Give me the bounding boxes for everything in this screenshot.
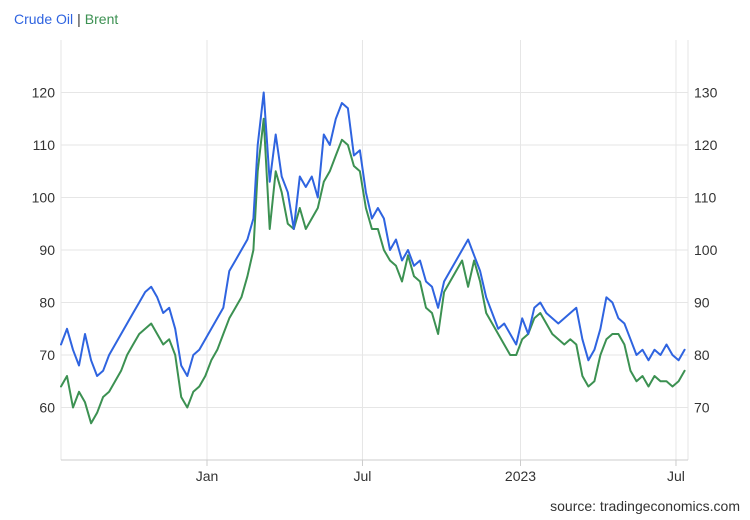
y-left-tick-label: 60	[39, 400, 55, 416]
x-tick-label: Jan	[196, 468, 219, 484]
y-right-tick-label: 100	[694, 242, 718, 258]
right-y-axis: 70 80 90 100 110 120 130	[694, 85, 718, 416]
left-y-axis: 60 70 80 90 100 110 120	[32, 85, 56, 416]
y-right-tick-label: 120	[694, 137, 718, 153]
chart-legend: Crude Oil | Brent	[14, 11, 118, 27]
oil-price-chart: Jan Jul 2023 Jul 60 70 80 90 100 110 120 70 80 90 10…	[32, 40, 718, 484]
y-left-tick-label: 110	[33, 137, 56, 153]
y-left-tick-label: 90	[39, 242, 55, 258]
y-left-tick-label: 120	[32, 85, 56, 101]
x-axis: Jan Jul 2023 Jul	[61, 459, 688, 484]
x-tick-label: Jul	[667, 468, 685, 484]
y-left-tick-label: 100	[32, 190, 56, 206]
x-tick-label: Jul	[354, 468, 372, 484]
y-right-tick-label: 130	[694, 85, 718, 101]
plot-area	[60, 91, 686, 425]
x-tick-label: 2023	[505, 468, 536, 484]
y-right-tick-label: 110	[694, 190, 717, 206]
source-credit: source: tradingeconomics.com	[550, 498, 740, 514]
legend-crude-oil[interactable]: Crude Oil	[14, 11, 74, 27]
series-line-crude-oil[interactable]	[60, 91, 686, 377]
series-line-brent[interactable]	[60, 117, 686, 425]
legend-separator: |	[77, 11, 81, 27]
y-right-tick-label: 70	[694, 400, 710, 416]
y-right-tick-label: 90	[694, 295, 710, 311]
legend-brent[interactable]: Brent	[84, 11, 119, 27]
y-right-tick-label: 80	[694, 347, 710, 363]
grid-lines	[60, 40, 689, 460]
y-left-tick-label: 80	[39, 295, 55, 311]
y-left-tick-label: 70	[39, 347, 55, 363]
